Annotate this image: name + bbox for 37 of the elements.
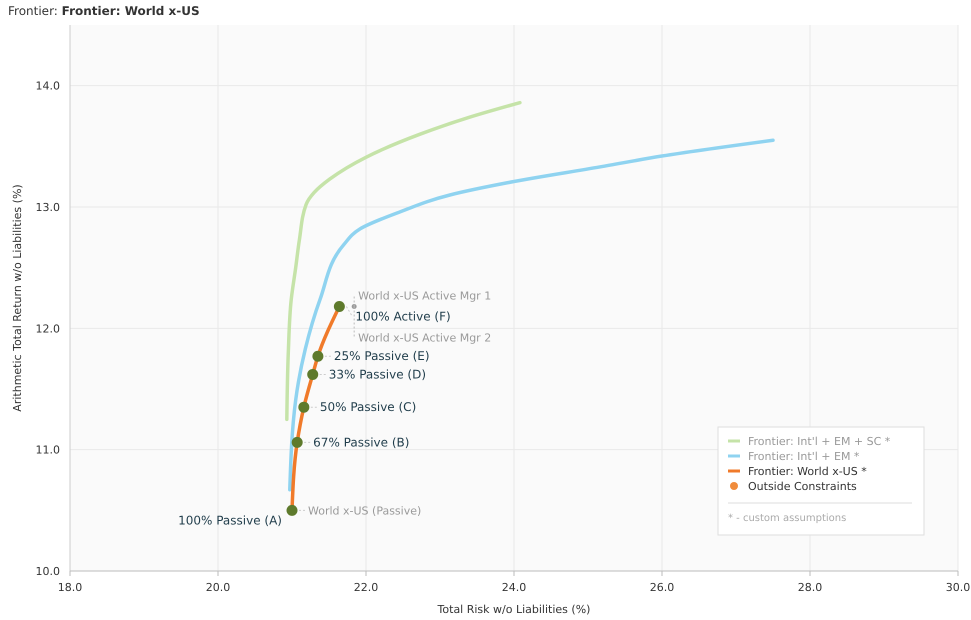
point bbox=[334, 300, 345, 312]
line-series bbox=[285, 100, 522, 422]
point bbox=[286, 504, 298, 516]
annotation: 100% Active (F) bbox=[355, 309, 451, 324]
x-tick-label: 20.0 bbox=[206, 581, 230, 594]
annotation: 25% Passive (E) bbox=[334, 349, 430, 364]
annotation: World x-US Active Mgr 2 bbox=[358, 331, 492, 344]
point bbox=[307, 368, 318, 380]
annotation: 67% Passive (B) bbox=[313, 435, 410, 450]
annotation: World x-US Active Mgr 1 bbox=[358, 289, 492, 302]
annotation: * - custom assumptions bbox=[728, 513, 846, 524]
y-tick-label: 10.0 bbox=[36, 565, 60, 578]
y-tick-label: 12.0 bbox=[36, 322, 60, 336]
x-tick-label: 22.0 bbox=[354, 581, 378, 594]
legend-label: Outside Constraints bbox=[748, 480, 858, 493]
chart-title: Frontier: bbox=[8, 4, 58, 18]
chart-subtitle: Frontier: World x-US bbox=[62, 4, 200, 18]
legend-label: Frontier: Int'l + EM + SC * bbox=[748, 435, 891, 448]
y-tick-label: 11.0 bbox=[36, 444, 60, 457]
point bbox=[312, 350, 324, 362]
annotation: World x-US (Passive) bbox=[308, 504, 422, 518]
annotation: 33% Passive (D) bbox=[328, 367, 426, 382]
x-axis-title: Total Risk w/o Liabilities (%) bbox=[436, 603, 590, 616]
x-tick-label: 24.0 bbox=[502, 581, 526, 594]
annotation: 100% Passive (A) bbox=[178, 513, 282, 528]
x-tick-label: 28.0 bbox=[798, 581, 822, 594]
legend-label: Frontier: World x-US * bbox=[748, 465, 868, 478]
y-tick-label: 13.0 bbox=[36, 201, 60, 214]
x-tick-label: 30.0 bbox=[946, 581, 970, 594]
point bbox=[298, 402, 310, 413]
y-tick-label: 14.0 bbox=[36, 80, 60, 93]
legend-label: Frontier: Int'l + EM * bbox=[748, 450, 860, 463]
annotation: 50% Passive (C) bbox=[320, 400, 416, 414]
y-axis-title: Arithmetic Total Return w/o Liabilities (%) bbox=[11, 184, 24, 412]
point bbox=[292, 436, 303, 448]
x-tick-label: 18.0 bbox=[58, 581, 82, 594]
x-tick-label: 26.0 bbox=[650, 581, 674, 594]
